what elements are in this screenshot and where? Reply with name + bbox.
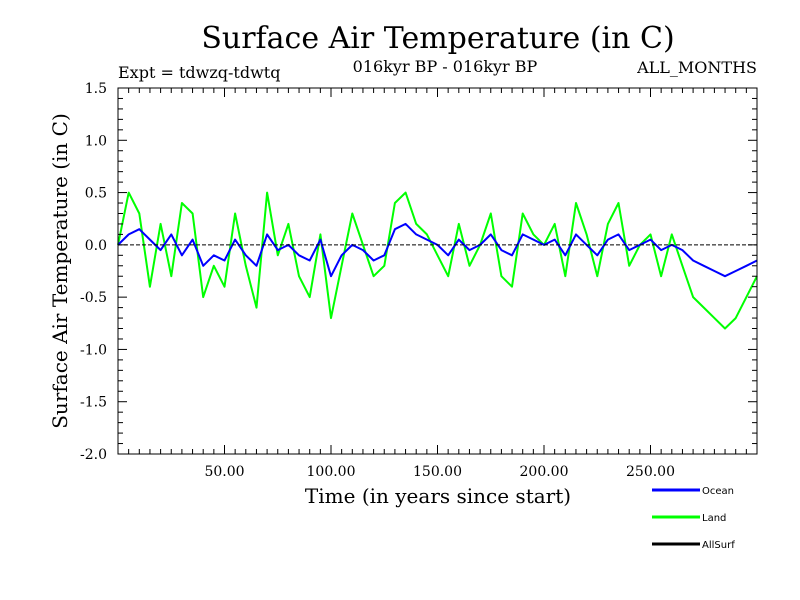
- legend-label-land: Land: [702, 513, 726, 524]
- x-tick-label: 150.00: [413, 464, 462, 480]
- series-line-land: [117, 191, 758, 330]
- y-axis-label: Surface Air Temperature (in C): [48, 113, 72, 429]
- period-label: 016kyr BP - 016kyr BP: [353, 57, 538, 76]
- y-tick-label: 1.0: [85, 133, 107, 149]
- x-tick-label: 250.00: [626, 464, 675, 480]
- y-tick-label: -2.0: [80, 447, 107, 463]
- y-tick-label: -1.5: [80, 395, 107, 411]
- series-layer: [117, 191, 758, 330]
- experiment-label: Expt = tdwzq-tdwtq: [118, 63, 280, 82]
- legend-label-allsurf: AllSurf: [702, 540, 735, 551]
- x-axis-label: Time (in years since start): [305, 484, 571, 508]
- x-tick-label: 50.00: [204, 464, 244, 480]
- y-tick-label: 0.5: [85, 186, 107, 202]
- months-label: ALL_MONTHS: [636, 58, 757, 77]
- chart-title: Surface Air Temperature (in C): [201, 21, 674, 56]
- y-tick-label: -1.0: [80, 342, 107, 358]
- legend-label-ocean: Ocean: [702, 486, 734, 497]
- legend: Ocean Land AllSurf: [652, 486, 735, 551]
- y-tick-label: -0.5: [80, 290, 107, 306]
- x-tick-label: 100.00: [307, 464, 356, 480]
- x-tick-label: 200.00: [520, 464, 569, 480]
- y-tick-label: 1.5: [85, 81, 107, 97]
- y-tick-label: 0.0: [85, 238, 107, 254]
- plot-frame: [117, 87, 758, 455]
- axes-layer: 50.00 100.00 150.00 200.00 250.00 -2.0 -1.5 -1.…: [80, 81, 758, 480]
